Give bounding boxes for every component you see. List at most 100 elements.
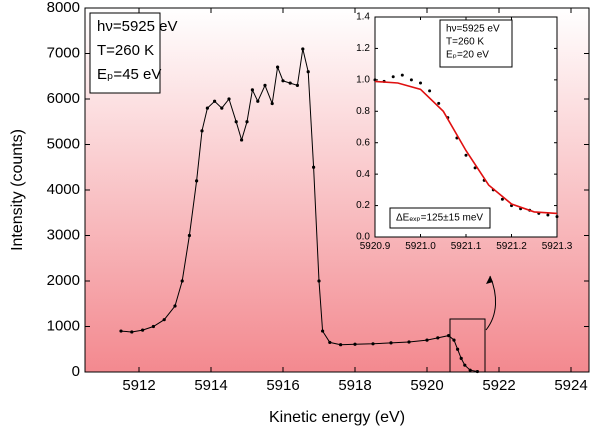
data-point	[419, 81, 422, 85]
data-point	[312, 165, 316, 169]
data-point	[328, 340, 332, 345]
annotation-text: hν=5925 eV	[97, 18, 178, 35]
data-point	[162, 318, 166, 322]
data-point	[130, 330, 134, 334]
data-point	[213, 99, 217, 103]
data-point	[200, 129, 204, 133]
data-point	[317, 279, 321, 283]
data-point	[276, 65, 280, 69]
y-tick-label: 6000	[47, 90, 80, 107]
y-tick-label: 1.0	[356, 74, 370, 85]
data-point	[119, 329, 123, 333]
annotation-text: hν=5925 eV	[446, 24, 500, 35]
data-point	[428, 89, 432, 93]
data-point	[437, 101, 441, 105]
data-point	[306, 70, 310, 74]
arrow-head	[486, 276, 493, 284]
data-point	[371, 342, 375, 346]
data-point	[447, 334, 451, 338]
data-point	[263, 83, 267, 87]
data-point	[425, 338, 429, 342]
data-point	[373, 78, 377, 82]
data-point	[463, 363, 467, 367]
x-tick-label: 5921.2	[496, 241, 527, 252]
x-tick-label: 5920	[410, 377, 443, 394]
plots: 5912 5914 5916 5918 5920 5922 5924 0 1000 2000 300…	[47, 0, 590, 394]
y-tick-label: 4000	[47, 181, 80, 198]
x-axis-title: Kinetic energy (eV)	[269, 409, 405, 426]
annotation-box	[89, 12, 161, 94]
data-point	[353, 342, 357, 346]
data-point	[468, 368, 472, 372]
data-point	[256, 99, 260, 103]
y-tick-label: 1000	[47, 317, 80, 334]
x-tick-label: 5921.3	[542, 241, 573, 252]
data-point	[195, 179, 199, 183]
data-point	[220, 106, 224, 110]
y-tick-label: 0.2	[356, 200, 370, 211]
data-point	[321, 329, 325, 333]
annotation-text: Eₚ=45 eV	[97, 66, 161, 83]
data-point	[245, 120, 249, 124]
annotation-text: T=260 K	[97, 42, 154, 59]
y-tick-label: 0.6	[356, 137, 370, 148]
y-tick-label: 8000	[47, 0, 80, 16]
x-tick-label: 5914	[194, 377, 227, 394]
x-tick-label: 5920.9	[360, 241, 391, 252]
annotation-box	[389, 207, 491, 229]
data-point	[400, 73, 404, 77]
data-point	[459, 356, 463, 360]
x-tick-label: 5921.0	[405, 241, 436, 252]
y-tick-label: 2000	[47, 272, 80, 289]
data-point	[452, 338, 456, 342]
data-point	[180, 279, 184, 283]
x-tick-label: 5912	[122, 377, 155, 394]
data-point	[389, 341, 393, 345]
data-point	[234, 120, 238, 124]
annotation-text: T=260 K	[446, 37, 484, 48]
y-tick-label: 5000	[47, 135, 80, 152]
data-point	[151, 324, 155, 329]
data-point	[288, 81, 292, 85]
annotation-box	[439, 19, 513, 68]
data-point	[173, 304, 177, 308]
data-point	[270, 101, 274, 106]
x-tick-label: 5924	[554, 377, 587, 394]
y-tick-label: 0.8	[356, 106, 370, 117]
y-tick-label: 0.4	[356, 169, 370, 180]
data-point	[301, 47, 305, 51]
x-tick-label: 5921.1	[451, 241, 482, 252]
data-point	[240, 138, 244, 142]
annotation-text: ΔEₑₓₚ=125±15 meV	[396, 213, 483, 224]
data-point	[281, 79, 285, 83]
data-point	[456, 347, 460, 351]
annotation-text: Eₚ=20 eV	[446, 50, 489, 61]
x-tick-label: 5922	[482, 377, 515, 394]
data-point	[295, 83, 299, 87]
data-point	[407, 340, 411, 344]
y-axis-title: Intensity (counts)	[9, 129, 26, 251]
y-tick-label: 7000	[47, 44, 80, 61]
x-tick-label: 5918	[338, 377, 371, 394]
data-point	[464, 153, 468, 157]
data-point	[141, 328, 145, 332]
data-point	[187, 233, 191, 238]
data-point	[473, 166, 477, 170]
y-tick-label: 1.4	[356, 12, 370, 23]
data-point	[227, 97, 231, 101]
data-point	[250, 88, 254, 92]
data-point	[339, 343, 343, 347]
data-point	[546, 213, 550, 217]
data-point	[436, 336, 440, 340]
data-point	[205, 106, 209, 110]
series-line	[374, 80, 558, 215]
y-tick-label: 0.0	[356, 232, 370, 243]
y-tick-label: 0	[72, 363, 80, 380]
zoom-box	[449, 318, 486, 373]
y-tick-label: 3000	[47, 226, 80, 243]
data-point	[500, 197, 504, 201]
data-point	[409, 78, 413, 82]
data-point	[391, 75, 395, 79]
data-point	[555, 215, 559, 219]
